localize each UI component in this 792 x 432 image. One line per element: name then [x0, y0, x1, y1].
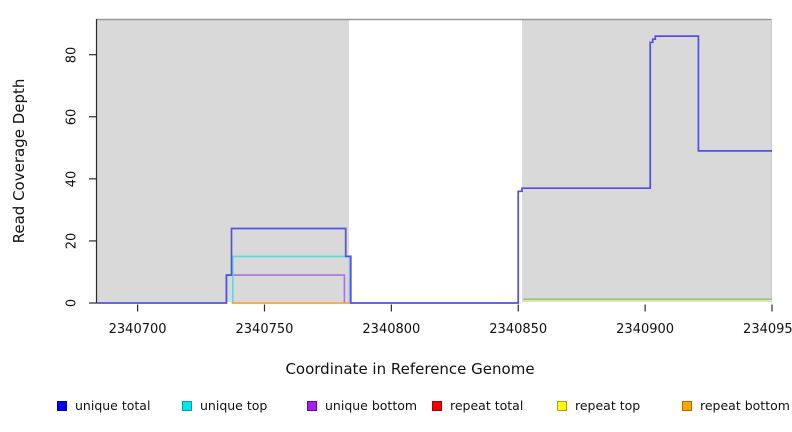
x-tick-label-2340900: 2340900 [616, 322, 675, 337]
legend-swatch-icon-unique-total [57, 401, 67, 411]
legend-swatch-icon-unique-bottom [307, 401, 317, 411]
legend-swatch-icon-repeat-total [432, 401, 442, 411]
legend-label-unique-top: unique top [200, 398, 268, 413]
series-line-unique-total [97, 35, 772, 304]
x-tick-label-2340700: 2340700 [108, 322, 167, 337]
legend-label-unique-bottom: unique bottom [325, 398, 418, 413]
legend-swatch-icon-repeat-top [557, 401, 567, 411]
y-tick-label-20: 20 [64, 232, 80, 250]
y-tick-label-0: 0 [64, 298, 80, 308]
legend-label-repeat-bottom: repeat bottom [700, 398, 790, 413]
x-tick-label-2340850: 2340850 [489, 322, 548, 337]
x-axis-title: Coordinate in Reference Genome [285, 360, 535, 378]
legend-swatch-icon-repeat-bottom [682, 401, 692, 411]
y-tick-label-40: 40 [64, 170, 80, 188]
legend-label-repeat-top: repeat top [575, 398, 641, 413]
x-tick-label-2340800: 2340800 [362, 322, 421, 337]
legend-label-unique-total: unique total [75, 398, 151, 413]
y-tick-label-60: 60 [64, 108, 80, 126]
legend-swatch-icon-unique-top [182, 401, 192, 411]
repeat-region-right [522, 20, 772, 302]
series-line-unique-top [232, 255, 351, 303]
legend-label-repeat-total: repeat total [450, 398, 524, 413]
repeat-region-left [97, 20, 349, 302]
x-tick-label-2340750: 2340750 [235, 322, 294, 337]
y-tick-label-80: 80 [64, 46, 80, 63]
y-axis-title: Read Coverage Depth [10, 78, 28, 244]
